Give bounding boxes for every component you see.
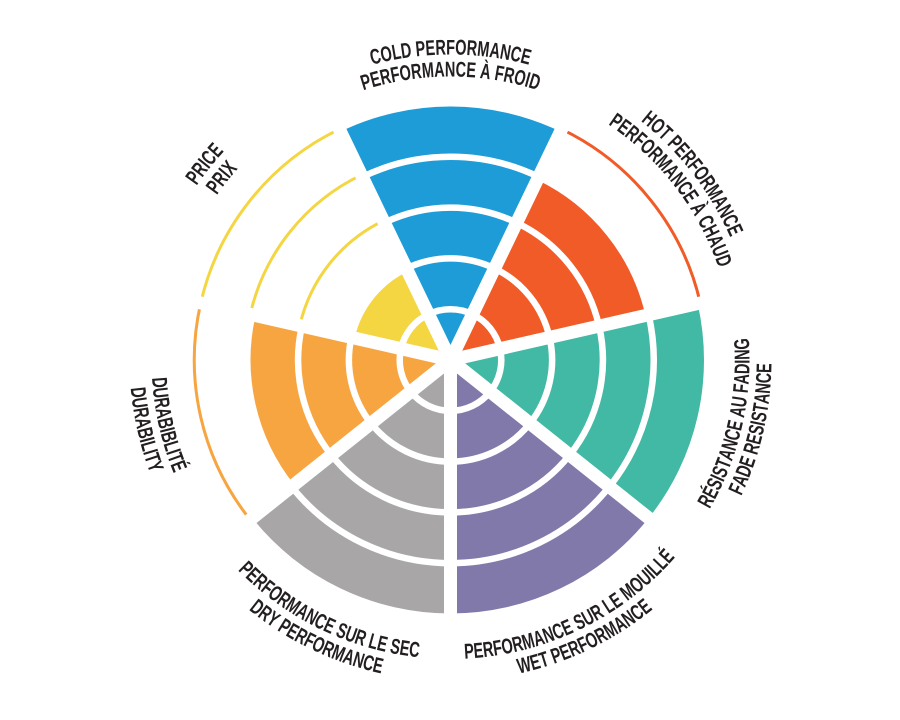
svg-text:C: C xyxy=(455,57,466,82)
svg-text:O: O xyxy=(378,40,394,66)
svg-text:E: E xyxy=(472,637,484,662)
svg-text:E: E xyxy=(398,635,411,661)
svg-text:S: S xyxy=(388,633,402,659)
svg-text:L: L xyxy=(390,39,403,65)
svg-text:S: S xyxy=(746,410,772,424)
svg-text:A: A xyxy=(488,37,502,63)
svg-text:P: P xyxy=(414,36,426,61)
svg-text:N: N xyxy=(729,349,754,360)
svg-text:A: A xyxy=(434,57,445,82)
svg-text:I: I xyxy=(745,419,770,428)
svg-text:A: A xyxy=(749,392,775,405)
svg-text:O: O xyxy=(499,633,515,659)
svg-text:W: W xyxy=(514,651,534,678)
svg-text:M: M xyxy=(421,57,435,82)
svg-text:C: C xyxy=(408,636,421,662)
svg-text:I: I xyxy=(135,435,160,445)
svg-text:F: F xyxy=(493,60,506,86)
svg-text:A: A xyxy=(724,404,750,419)
svg-text:E: E xyxy=(465,57,476,82)
svg-text:O: O xyxy=(455,35,467,60)
svg-text:F: F xyxy=(491,635,504,661)
svg-text:N: N xyxy=(750,382,775,395)
svg-text:R: R xyxy=(466,35,478,60)
svg-text:F: F xyxy=(728,383,753,394)
svg-text:G: G xyxy=(729,338,754,351)
svg-text:I: I xyxy=(155,425,180,435)
svg-text:R: R xyxy=(502,62,517,88)
svg-text:U: U xyxy=(726,395,752,409)
svg-text:À: À xyxy=(479,58,492,84)
svg-text:C: C xyxy=(508,41,523,67)
svg-text:E: E xyxy=(751,363,776,373)
svg-text:B: B xyxy=(153,415,179,431)
svg-text:F: F xyxy=(446,35,455,60)
svg-text:A: A xyxy=(151,406,177,421)
svg-text:D: D xyxy=(399,37,413,63)
svg-text:E: E xyxy=(425,35,436,60)
svg-text:R: R xyxy=(435,35,446,60)
svg-text:A: A xyxy=(130,415,156,430)
svg-text:R: R xyxy=(481,636,495,662)
svg-text:I: I xyxy=(162,446,187,458)
svg-text:I: I xyxy=(139,446,164,457)
svg-text:P: P xyxy=(463,638,474,663)
svg-text:R: R xyxy=(149,396,175,410)
svg-text:D: D xyxy=(729,363,754,374)
svg-text:A: A xyxy=(729,373,754,385)
svg-text:D: D xyxy=(147,376,172,388)
svg-text:T: T xyxy=(747,401,773,414)
svg-text:M: M xyxy=(476,36,491,62)
svg-text:U: U xyxy=(127,396,153,410)
svg-text:N: N xyxy=(445,57,456,82)
svg-text:D: D xyxy=(126,386,152,399)
svg-text:O: O xyxy=(398,59,413,85)
svg-text:R: R xyxy=(410,58,423,84)
svg-text:I: I xyxy=(730,360,755,364)
svg-text:U: U xyxy=(148,386,174,399)
svg-text:R: R xyxy=(129,406,155,420)
svg-text:C: C xyxy=(751,372,776,384)
svg-text:I: I xyxy=(523,67,533,92)
svg-text:N: N xyxy=(498,39,513,65)
